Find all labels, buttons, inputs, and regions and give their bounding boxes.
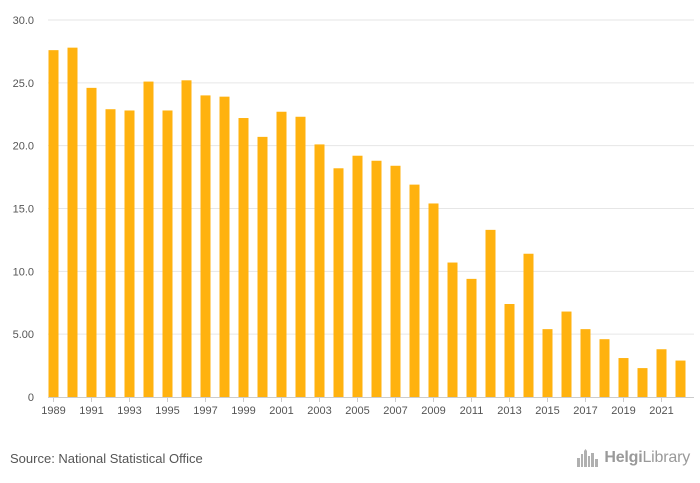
x-tick-label: 1993 [117, 405, 141, 417]
bar-2015 [542, 329, 553, 397]
y-tick-label: 30.0 [13, 15, 34, 27]
bar-2009 [428, 203, 439, 397]
x-tick-label: 1991 [79, 405, 103, 417]
y-tick-label: 0 [28, 392, 34, 404]
bar-2011 [466, 278, 477, 397]
skyline-icon [577, 449, 599, 467]
bar-1990 [67, 47, 78, 398]
y-tick-label: 15.0 [13, 204, 34, 216]
bar-2003 [314, 144, 325, 397]
bar-2016 [561, 311, 572, 397]
bar-1994 [143, 81, 154, 397]
y-tick-label: 5.00 [13, 329, 34, 341]
bar-1998 [219, 96, 230, 397]
bar-1992 [105, 109, 116, 397]
x-tick-label: 1999 [231, 405, 255, 417]
x-tick-label: 2009 [421, 405, 445, 417]
bar-chart: 0 5.00 10.0 15.0 20.0 25.0 30.0 1989 1991 1993 199… [13, 15, 694, 417]
y-tick-label: 20.0 [13, 141, 34, 153]
bar-2007 [390, 165, 401, 397]
brand-name-part1: Helgi [604, 449, 643, 466]
bar-1989 [48, 50, 59, 397]
x-tick-label: 2015 [535, 405, 559, 417]
x-tick-label: 1997 [193, 405, 217, 417]
bar-2020 [637, 368, 648, 397]
brand-logo: HelgiLibrary [576, 449, 690, 467]
brand-name: HelgiLibrary [604, 449, 690, 467]
bar-2018 [599, 339, 610, 397]
bar-1995 [162, 110, 173, 397]
x-tick-label: 1995 [155, 405, 179, 417]
bar-2008 [409, 184, 420, 397]
chart-footer: Source: National Statistical Office Helg… [0, 440, 700, 483]
x-tick-label: 2019 [611, 405, 635, 417]
y-tick-label: 25.0 [13, 78, 34, 90]
bar-2013 [504, 304, 515, 397]
bar-1993 [124, 110, 135, 397]
bar-1991 [86, 87, 97, 398]
x-tick-label: 2017 [573, 405, 597, 417]
bar-2019 [618, 358, 629, 397]
x-tick-label: 2013 [497, 405, 521, 417]
x-tick-label: 1989 [41, 405, 65, 417]
bar-2000 [257, 136, 268, 397]
brand-name-part2: Library [642, 449, 690, 466]
bar-2004 [333, 168, 344, 397]
bar-2021 [656, 349, 667, 397]
bar-2005 [352, 155, 363, 397]
y-tick-label: 10.0 [13, 266, 34, 278]
bar-2012 [485, 229, 496, 397]
bar-2010 [447, 262, 458, 397]
bar-1996 [181, 80, 192, 397]
bar-2006 [371, 160, 382, 397]
bar-2017 [580, 329, 591, 397]
x-tick-label: 2011 [460, 405, 484, 417]
x-tick-label: 2007 [383, 405, 407, 417]
bar-2014 [523, 253, 534, 397]
bar-1997 [200, 95, 211, 398]
bar-2002 [295, 116, 306, 397]
source-note: Source: National Statistical Office [10, 451, 203, 466]
bar-1999 [238, 118, 249, 398]
x-tick-label: 2005 [345, 405, 369, 417]
x-tick-label: 2003 [307, 405, 331, 417]
bar-2022 [675, 360, 686, 397]
bar-2001 [276, 111, 287, 398]
x-tick-label: 2021 [649, 405, 673, 417]
x-tick-label: 2001 [269, 405, 293, 417]
